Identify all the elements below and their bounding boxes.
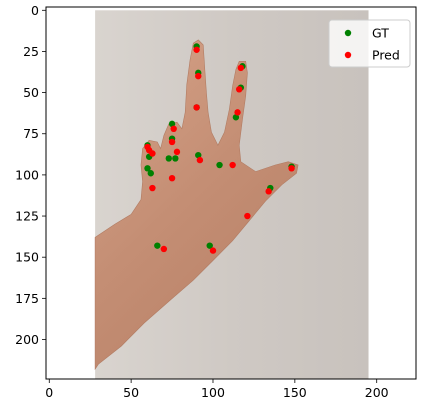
pred-point <box>168 138 176 146</box>
pred-point <box>193 104 200 111</box>
marker-layer <box>144 43 295 254</box>
pred-point <box>170 125 177 133</box>
pred-point <box>234 109 241 116</box>
x-tick-label: 150 <box>283 385 307 400</box>
y-tick-label: 125 <box>15 209 39 224</box>
hand-photo <box>94 10 369 380</box>
legend: GT Pred <box>328 19 411 68</box>
gt-point <box>165 155 172 162</box>
x-tick-label: 50 <box>123 385 139 400</box>
x-tick-label: 200 <box>365 385 389 400</box>
pred-point <box>149 184 156 192</box>
gt-point <box>172 155 179 162</box>
gt-point <box>144 165 151 172</box>
x-axis: 0 50 100 150 200 <box>45 379 389 400</box>
pred-point <box>235 86 243 93</box>
legend-marker-pred <box>344 51 352 59</box>
pred-point <box>173 148 181 156</box>
y-tick-label: 25 <box>23 44 39 59</box>
gt-point <box>168 120 176 128</box>
gt-point <box>195 151 202 159</box>
pred-point <box>288 165 295 172</box>
pred-point <box>209 247 217 254</box>
pred-point <box>149 150 156 157</box>
y-tick-label: 75 <box>23 126 39 141</box>
pred-point <box>160 245 168 253</box>
legend-label-gt: GT <box>372 26 389 41</box>
pred-point <box>196 156 204 164</box>
pred-point <box>229 161 236 169</box>
gt-point <box>154 242 161 249</box>
pred-point <box>168 174 176 182</box>
hand-shape <box>94 39 299 371</box>
y-axis: 0 25 50 75 100 125 150 175 200 <box>15 3 46 347</box>
x-tick-label: 0 <box>45 385 53 400</box>
legend-label-pred: Pred <box>372 48 400 63</box>
pred-point <box>193 46 200 53</box>
y-tick-label: 0 <box>31 3 39 18</box>
axes-frame <box>45 6 417 380</box>
y-tick-label: 200 <box>15 332 39 347</box>
y-tick-label: 175 <box>15 291 39 306</box>
y-tick-label: 150 <box>15 250 39 265</box>
gt-point <box>147 170 154 177</box>
gt-point <box>206 242 213 249</box>
gt-point <box>232 114 240 121</box>
pred-point <box>265 188 272 195</box>
pred-point <box>237 64 245 72</box>
pred-point <box>195 72 202 80</box>
y-tick-label: 50 <box>23 85 39 100</box>
gt-point <box>216 161 223 169</box>
y-tick-label: 100 <box>15 167 39 182</box>
legend-marker-gt <box>344 29 352 37</box>
pred-point <box>244 212 251 220</box>
x-tick-label: 100 <box>201 385 225 400</box>
